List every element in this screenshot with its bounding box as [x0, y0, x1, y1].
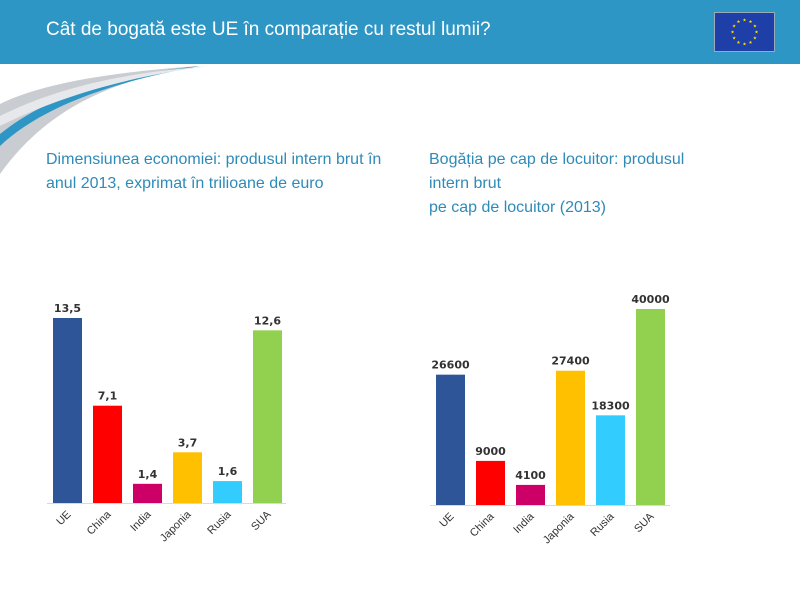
decorative-swoosh — [0, 66, 210, 174]
flag-star — [736, 19, 741, 24]
flag-star — [736, 40, 741, 44]
gdp-value-label: 1,6 — [218, 465, 238, 478]
percap-category-label: UE — [437, 511, 456, 530]
gdp-bar-ue — [53, 318, 82, 503]
flag-star — [754, 30, 759, 34]
gdp-bar-india — [133, 483, 162, 503]
percap-bar-rusia — [596, 415, 625, 505]
percap-bar-japonia — [556, 370, 585, 505]
percap-category-label: SUA — [632, 510, 657, 535]
chart-2-title-line: pe cap de locuitor (2013) — [429, 199, 606, 216]
flag-star — [753, 36, 757, 40]
flag-star — [753, 24, 757, 28]
flag-star — [730, 30, 735, 34]
flag-star — [748, 40, 753, 44]
percap-bar-sua — [636, 309, 665, 505]
eu-flag-icon — [714, 12, 775, 52]
percap-bar-india — [516, 484, 545, 505]
flag-star — [742, 18, 747, 22]
header-bar: Cât de bogată este UE în comparație cu r… — [0, 0, 800, 64]
gdp-bar-rusia — [213, 481, 242, 503]
chart-1-title-line: Dimensiunea economiei: produsul intern b… — [46, 151, 382, 168]
chart-1-title: Dimensiunea economiei: produsul intern b… — [46, 148, 396, 196]
percap-category-label: Japonia — [541, 510, 577, 546]
percap-value-label: 18300 — [591, 399, 630, 412]
flag-star — [742, 42, 747, 46]
chart-2-title-line: Bogăția pe cap de locuitor: produsul — [429, 151, 685, 168]
percap-category-label: Rusia — [588, 510, 617, 539]
percap-bar-ue — [436, 374, 465, 505]
gdp-value-label: 3,7 — [178, 436, 198, 449]
percap-value-label: 4100 — [515, 469, 546, 482]
chart-2-title-line: intern brut — [429, 175, 502, 192]
percap-category-label: China — [468, 510, 497, 539]
gdp-bar-japonia — [173, 452, 202, 503]
percap-value-label: 27400 — [551, 355, 590, 368]
percap-value-label: 9000 — [475, 445, 506, 458]
percap-bar-china — [476, 460, 505, 505]
gdp-bar-sua — [253, 330, 282, 503]
gdp-bar-china — [93, 405, 122, 503]
flag-star — [732, 36, 736, 40]
page-title: Cât de bogată este UE în comparație cu r… — [46, 19, 491, 40]
percap-value-label: 40000 — [631, 293, 670, 306]
gdp-value-label: 7,1 — [98, 390, 118, 403]
gdp-value-label: 13,5 — [54, 302, 81, 315]
flag-star — [748, 19, 753, 24]
flag-star — [732, 24, 736, 28]
chart-1-title-line: anul 2013, exprimat în trilioane de euro — [46, 175, 324, 192]
gdp-value-label: 12,6 — [254, 314, 281, 327]
chart-2-title: Bogăția pe cap de locuitor: produsul int… — [429, 148, 729, 220]
percap-category-label: India — [511, 510, 537, 536]
percap-value-label: 26600 — [431, 359, 470, 372]
gdp-value-label: 1,4 — [138, 468, 158, 481]
